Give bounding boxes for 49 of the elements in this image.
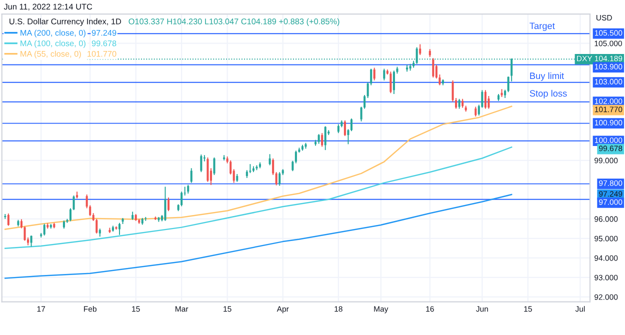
line-series xyxy=(4,194,512,279)
annotation: Stop loss xyxy=(530,90,567,98)
candlestick xyxy=(324,126,326,151)
text: Jun 11, 2022 12:14 UTC xyxy=(4,4,92,11)
candlestick xyxy=(294,150,297,164)
candlestick xyxy=(200,154,202,173)
candlestick xyxy=(432,57,434,78)
annotation: 99.678 xyxy=(92,40,116,46)
candlestick xyxy=(419,44,422,56)
candlestick xyxy=(318,134,320,144)
line-series xyxy=(4,106,512,230)
annotation: Buy limit xyxy=(530,72,564,81)
annotation: 97.249 xyxy=(92,30,116,36)
candlestick xyxy=(474,106,477,117)
candlestick xyxy=(344,120,346,136)
candlestick xyxy=(268,154,271,166)
candlestick xyxy=(164,186,166,222)
candlestick xyxy=(168,196,170,212)
text: MA (200, close, 0) xyxy=(20,30,86,38)
chart-title: U.S. Dollar Currency Index, 1D xyxy=(10,18,122,26)
annotation: Target xyxy=(530,22,555,31)
candlestick xyxy=(272,158,274,176)
text: MA (100, close, 0) xyxy=(20,40,86,48)
candlestick xyxy=(392,70,395,95)
candlestick xyxy=(206,156,209,182)
candlestick xyxy=(43,223,46,236)
candlestick xyxy=(118,222,121,236)
line-series xyxy=(4,146,512,250)
candlestick xyxy=(30,235,32,248)
candlestick xyxy=(390,71,392,94)
candlestick xyxy=(458,98,460,110)
annotation: O103.337 H104.230 L103.047 C104.189 +0.883 (+0.85%) xyxy=(128,18,340,26)
candlestick xyxy=(347,128,350,145)
candlestick xyxy=(275,172,278,186)
candlestick xyxy=(249,164,252,174)
candlestick xyxy=(321,132,324,148)
candlestick xyxy=(213,156,216,176)
candlestick xyxy=(180,191,183,207)
candlestick xyxy=(7,212,10,226)
annotation: 101.770 xyxy=(88,50,116,57)
candlestick xyxy=(190,168,192,184)
candlestick xyxy=(278,172,281,186)
text: MA (55, close, 0) xyxy=(20,50,81,58)
candlestick xyxy=(383,68,386,81)
candlestick xyxy=(292,160,294,172)
candlestick xyxy=(488,96,490,110)
candlestick xyxy=(373,67,376,81)
candlestick xyxy=(350,118,352,132)
candlestick xyxy=(484,90,486,110)
